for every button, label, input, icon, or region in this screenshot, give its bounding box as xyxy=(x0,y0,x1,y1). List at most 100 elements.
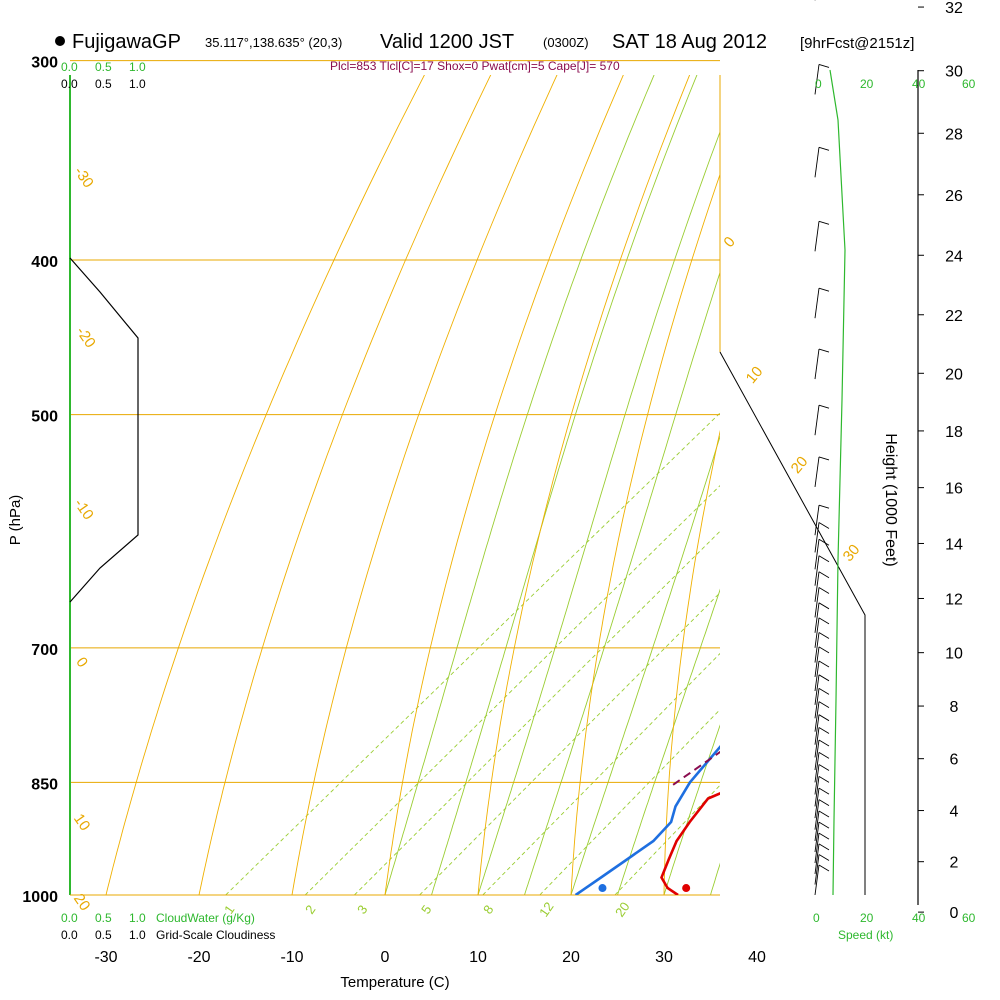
wind-barb-flag xyxy=(818,810,830,818)
pressure-tick-label: 500 xyxy=(31,409,58,426)
chart-header: FujigawaGP 35.117°,138.635° (20,3) Valid… xyxy=(55,31,914,73)
mixing-ratio-line xyxy=(304,485,720,895)
cloudiness-tick-bottom: 1.0 xyxy=(129,928,146,942)
x-tick-label: 40 xyxy=(748,949,766,966)
wind-barb-flag xyxy=(818,821,830,829)
height-tick-label: 30 xyxy=(945,64,963,81)
height-tick-label: 4 xyxy=(950,804,959,821)
dry-adiabat-line xyxy=(570,173,720,895)
speed-tick-top: 40 xyxy=(912,77,926,91)
x-tick-label: 0 xyxy=(381,949,390,966)
wind-barb-flag xyxy=(818,687,830,695)
wind-barb xyxy=(814,660,820,692)
surface-temperature-point xyxy=(682,884,691,893)
moist-adiabat-line xyxy=(617,588,720,895)
height-tick-label: 28 xyxy=(945,126,963,143)
mixing-ratio-line xyxy=(482,652,720,895)
height-tick-label: 8 xyxy=(950,699,959,716)
speed-label: Speed (kt) xyxy=(838,928,893,942)
wind-barb-flag xyxy=(818,776,830,783)
plot-frame xyxy=(69,75,721,896)
moist-adiabat-line xyxy=(477,130,720,895)
cloudiness-tick-bottom: 0.5 xyxy=(95,928,112,942)
isotherm-label: 10 xyxy=(743,363,767,387)
height-tick-label: 10 xyxy=(945,646,963,663)
wind-barb xyxy=(814,864,820,896)
dry-adiabat-line xyxy=(291,75,558,895)
speed-tick-top: 20 xyxy=(860,77,874,91)
cloudwater-tick-top: 0.0 xyxy=(61,60,78,74)
station-coords: 35.117°,138.635° (20,3) xyxy=(205,35,342,50)
mixing-ratio-lines xyxy=(225,412,720,895)
cloudwater-tick-top: 1.0 xyxy=(129,60,146,74)
wind-barb-flag xyxy=(818,146,830,151)
cloudiness-tick-top: 1.0 xyxy=(129,77,146,91)
dry-adiabat-label: -10 xyxy=(71,496,97,524)
sounding-traces xyxy=(574,744,720,895)
wind-barb xyxy=(814,822,820,853)
valid-utc: (0300Z) xyxy=(543,35,589,50)
surface-points xyxy=(598,884,691,893)
speed-tick-bottom: 0 xyxy=(813,911,820,925)
mixing-ratio-line xyxy=(354,530,720,895)
height-axis-label: Height (1000 Feet) xyxy=(882,433,899,566)
wind-barb xyxy=(814,843,820,874)
speed-tick-top: 0 xyxy=(815,77,822,91)
dry-adiabat-label: 10 xyxy=(70,811,93,834)
x-tick-label: 30 xyxy=(655,949,673,966)
pressure-tick-label: 1000 xyxy=(22,889,58,906)
mixing-ratio-label: 5 xyxy=(418,902,434,917)
wind-barb xyxy=(814,799,820,830)
x-axis-ticks: -30 -20 -10 0 10 20 30 40 xyxy=(94,949,766,966)
height-tick-label: 2 xyxy=(950,855,959,872)
surface-dewpoint-point xyxy=(598,884,607,893)
x-tick-label: -30 xyxy=(94,949,117,966)
cloudwater-tick-bottom: 1.0 xyxy=(129,911,146,925)
moist-adiabat-line xyxy=(384,75,655,895)
wind-barb-flag xyxy=(818,660,830,668)
wind-barb-flag xyxy=(818,456,830,461)
dry-adiabat-label: -20 xyxy=(73,324,99,352)
wind-barb xyxy=(814,674,820,705)
wind-barb-flag xyxy=(818,799,830,807)
wind-barb-flag xyxy=(818,64,830,68)
wind-barb-flag xyxy=(818,632,830,639)
wind-barb xyxy=(814,405,820,436)
x-tick-label: -20 xyxy=(187,949,210,966)
dry-adiabat-line xyxy=(846,0,1000,895)
dry-adiabat-line xyxy=(663,429,720,895)
stability-indices: Plcl=853 Tlcl[C]=17 Shox=0 Pwat[cm]=5 Ca… xyxy=(330,59,620,73)
wind-barb xyxy=(814,739,820,771)
cloudwater-tick-top: 0.5 xyxy=(95,60,112,74)
wind-barb xyxy=(814,688,820,719)
wind-barb-flag xyxy=(818,220,830,225)
height-tick-label: 32 xyxy=(945,0,963,17)
cloudiness-tick-top: 0.0 xyxy=(61,77,78,91)
height-tick-label: 6 xyxy=(950,752,959,769)
wind-barb-flag xyxy=(818,646,830,654)
cloudwater-top-scale: 0.0 0.5 1.0 0.0 0.5 1.0 xyxy=(61,60,146,91)
wind-barb xyxy=(814,571,820,602)
wind-barb xyxy=(814,854,820,885)
moist-adiabat-line xyxy=(431,75,698,895)
wind-barb xyxy=(814,714,820,745)
moist-adiabat-line xyxy=(663,724,720,895)
cloudwater-tick-bottom: 0.0 xyxy=(61,911,78,925)
wind-barb-flag xyxy=(818,751,830,759)
wind-barb-flag xyxy=(818,714,830,722)
wind-barb xyxy=(814,727,820,758)
wind-barb-flag xyxy=(818,504,830,509)
wind-barb-flag xyxy=(818,854,830,861)
mixing-ratio-label: 12 xyxy=(536,899,557,919)
moist-adiabat-lines xyxy=(384,75,720,895)
cloudiness-tick-bottom: 0.0 xyxy=(61,928,78,942)
dry-adiabat-line xyxy=(934,0,1000,895)
wind-barb xyxy=(814,505,820,536)
x-tick-label: 10 xyxy=(469,949,487,966)
wind-barb-flag xyxy=(818,727,830,734)
wind-barb-flag xyxy=(818,864,830,872)
cloudwater-label: CloudWater (g/Kg) xyxy=(156,911,255,925)
wind-barb xyxy=(814,810,820,842)
